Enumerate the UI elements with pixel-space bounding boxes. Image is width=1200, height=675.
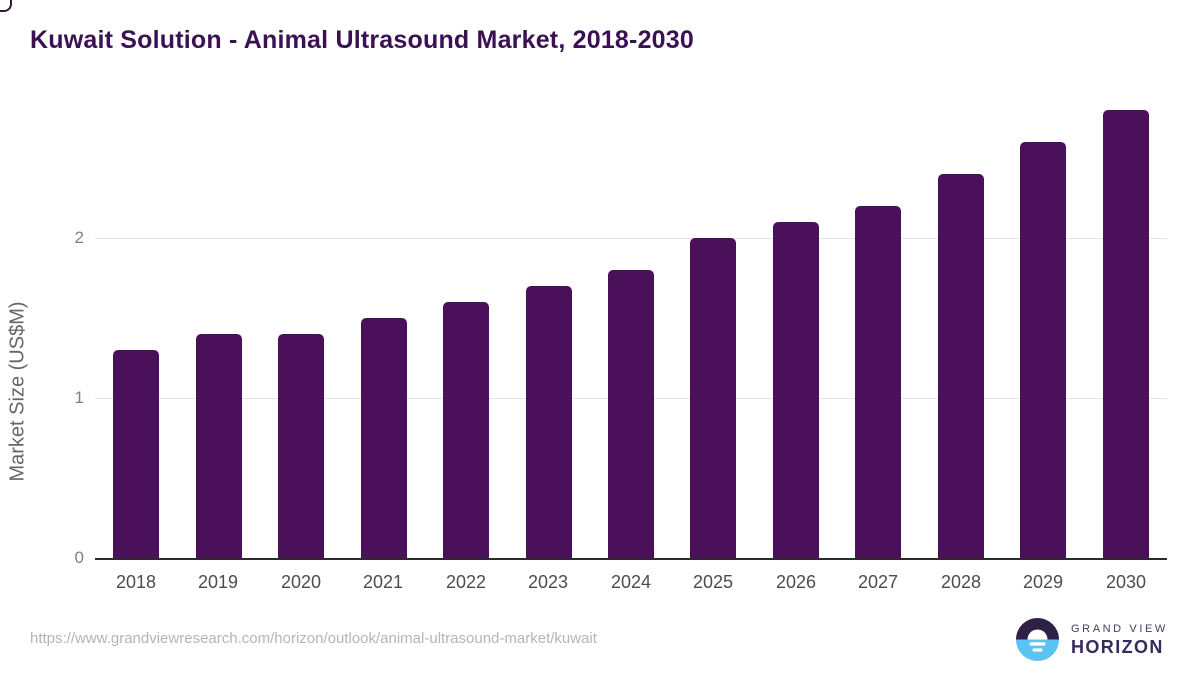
x-label-2020: 2020 <box>280 572 322 592</box>
logo-brand-name: GRAND VIEW <box>1071 622 1168 635</box>
y-tick-label-1: 1 <box>74 388 84 407</box>
bar-2028 <box>938 174 984 558</box>
x-label-2025: 2025 <box>692 572 734 592</box>
x-label-2029: 2029 <box>1022 572 1064 592</box>
grandview-horizon-logo: GRAND VIEW HORIZON <box>1016 618 1168 661</box>
bar-2020 <box>278 334 324 558</box>
x-label-2023: 2023 <box>527 572 569 592</box>
bar-2027 <box>855 206 901 558</box>
bar-2026 <box>773 222 819 558</box>
x-label-2019: 2019 <box>197 572 239 592</box>
bar-2024 <box>608 270 654 558</box>
x-label-2026: 2026 <box>775 572 817 592</box>
x-label-2030: 2030 <box>1105 572 1147 592</box>
card-corner-decoration <box>0 0 12 12</box>
bar-2022 <box>443 302 489 558</box>
bar-2019 <box>196 334 242 558</box>
y-axis-label: Market Size (US$M) <box>6 301 29 482</box>
x-axis-line <box>95 558 1167 560</box>
x-label-2022: 2022 <box>445 572 487 592</box>
logo-text: GRAND VIEW HORIZON <box>1071 622 1168 657</box>
bar-2021 <box>361 318 407 558</box>
bar-2018 <box>113 350 159 558</box>
y-tick-label-0: 0 <box>74 548 84 567</box>
x-label-2028: 2028 <box>940 572 982 592</box>
source-url: https://www.grandviewresearch.com/horizo… <box>30 630 597 647</box>
bar-2023 <box>526 286 572 558</box>
bar-2030 <box>1103 110 1149 558</box>
chart-title: Kuwait Solution - Animal Ultrasound Mark… <box>30 26 694 54</box>
bar-2025 <box>690 238 736 558</box>
x-label-2018: 2018 <box>115 572 157 592</box>
x-label-2021: 2021 <box>362 572 404 592</box>
horizon-sun-over-water-icon <box>1016 618 1059 661</box>
x-label-2024: 2024 <box>610 572 652 592</box>
y-tick-label-2: 2 <box>74 228 84 247</box>
gridline-y-2 <box>95 238 1167 239</box>
bar-2029 <box>1020 142 1066 558</box>
logo-product-name: HORIZON <box>1071 636 1164 657</box>
x-label-2027: 2027 <box>857 572 899 592</box>
